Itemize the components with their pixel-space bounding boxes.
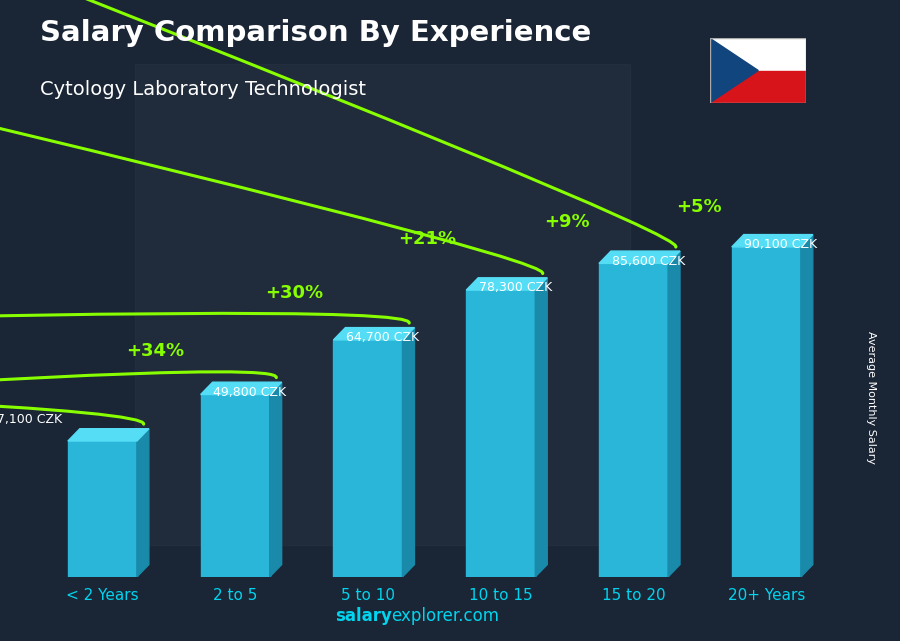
- Polygon shape: [536, 278, 547, 577]
- Polygon shape: [668, 251, 680, 577]
- Polygon shape: [270, 382, 282, 577]
- Polygon shape: [710, 38, 806, 71]
- Polygon shape: [68, 429, 148, 441]
- Bar: [135, 64, 630, 545]
- Polygon shape: [201, 394, 270, 577]
- Text: Average Monthly Salary: Average Monthly Salary: [866, 331, 877, 464]
- Polygon shape: [333, 328, 414, 340]
- Text: +34%: +34%: [126, 342, 184, 360]
- Text: 37,100 CZK: 37,100 CZK: [0, 413, 63, 426]
- Text: +30%: +30%: [266, 284, 323, 302]
- Text: salary: salary: [335, 607, 392, 625]
- Polygon shape: [710, 71, 806, 103]
- Polygon shape: [801, 235, 813, 577]
- Polygon shape: [68, 441, 137, 577]
- Text: 64,700 CZK: 64,700 CZK: [346, 331, 419, 344]
- Text: Cytology Laboratory Technologist: Cytology Laboratory Technologist: [40, 80, 366, 99]
- Polygon shape: [599, 263, 668, 577]
- Polygon shape: [732, 247, 801, 577]
- Polygon shape: [201, 382, 282, 394]
- Polygon shape: [710, 38, 758, 103]
- Text: +5%: +5%: [677, 198, 722, 216]
- Polygon shape: [732, 235, 813, 247]
- Polygon shape: [466, 290, 536, 577]
- Text: +21%: +21%: [398, 231, 456, 249]
- Polygon shape: [599, 251, 680, 263]
- Polygon shape: [137, 429, 148, 577]
- Text: explorer.com: explorer.com: [392, 607, 500, 625]
- Text: 49,800 CZK: 49,800 CZK: [213, 386, 286, 399]
- Text: 90,100 CZK: 90,100 CZK: [744, 238, 817, 251]
- Polygon shape: [466, 278, 547, 290]
- Text: +9%: +9%: [544, 213, 590, 231]
- Polygon shape: [402, 328, 414, 577]
- Polygon shape: [333, 340, 402, 577]
- Text: Salary Comparison By Experience: Salary Comparison By Experience: [40, 19, 592, 47]
- Text: 78,300 CZK: 78,300 CZK: [479, 281, 552, 294]
- Text: 85,600 CZK: 85,600 CZK: [612, 254, 685, 268]
